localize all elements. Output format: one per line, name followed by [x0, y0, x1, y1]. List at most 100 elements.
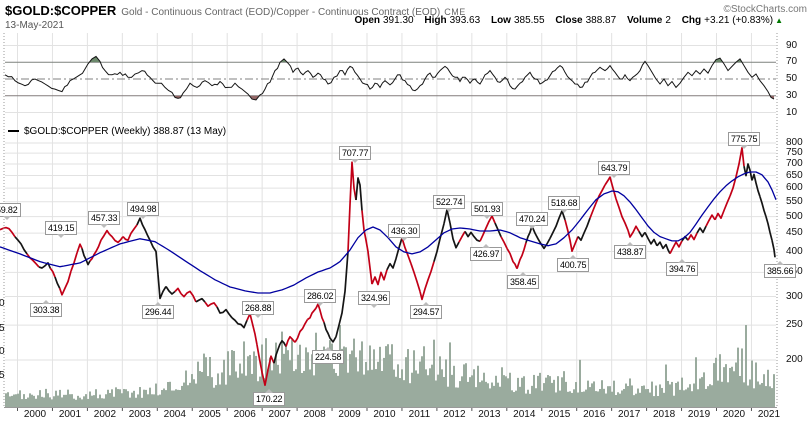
- volume-bar: [449, 342, 451, 407]
- price-annotation: 296.44: [142, 302, 175, 319]
- volume-bar: [563, 371, 565, 407]
- volume-bar: [67, 389, 69, 407]
- volume-bar: [265, 338, 267, 407]
- price-line-segment: [589, 184, 606, 219]
- ohlc-quote: Open 391.30 High 393.63 Low 385.55 Close 388…: [346, 15, 783, 26]
- volume-bar: [65, 394, 67, 407]
- volume-bar: [233, 350, 235, 407]
- volume-bar: [7, 392, 9, 407]
- rsi-oversold-fill: [5, 95, 774, 100]
- volume-bar: [357, 371, 359, 407]
- volume-bar: [599, 389, 601, 407]
- volume-bar: [241, 373, 243, 407]
- volume-bar: [601, 380, 603, 407]
- price-annotation: 643.79: [598, 161, 631, 178]
- volume-bar: [773, 374, 775, 407]
- price-annotation: 457.33: [88, 211, 121, 228]
- price-annotation: 470.24: [516, 212, 549, 229]
- volume-bar: [175, 389, 177, 407]
- price-line-segment: [54, 276, 61, 289]
- volume-bar: [729, 367, 731, 407]
- volume-bar: [331, 343, 333, 407]
- volume-bar: [611, 391, 613, 407]
- price-line-segment: [743, 163, 753, 181]
- volume-bar: [185, 370, 187, 407]
- volume-bar: [661, 387, 663, 407]
- price-annotation: 358.45: [507, 272, 540, 289]
- price-line-segment: [335, 251, 349, 338]
- price-axis-label: 200: [786, 354, 803, 366]
- volume-bar: [565, 381, 567, 407]
- volume-bar: [527, 389, 529, 407]
- price-line-segment: [294, 319, 309, 343]
- volume-bar: [207, 376, 209, 407]
- x-axis-year-label: 2007: [268, 409, 291, 420]
- volume-bar: [259, 376, 261, 407]
- volume-bar: [69, 394, 71, 407]
- volume-bar: [297, 354, 299, 407]
- price-annotation: 438.87: [614, 242, 647, 259]
- price-line-segment: [458, 230, 466, 243]
- volume-bar: [177, 389, 179, 407]
- price-annotation: 224.58: [312, 347, 345, 364]
- volume-bar: [223, 359, 225, 407]
- quote-row: 13-May-2021 Open 391.30 High 393.63 Low 385…: [5, 15, 807, 31]
- volume-bar: [501, 367, 503, 407]
- volume-bar: [517, 377, 519, 407]
- price-annotation: 775.75: [728, 132, 761, 149]
- volume-bar: [335, 373, 337, 407]
- price-annotation: 294.57: [410, 302, 443, 319]
- volume-bar: [209, 356, 211, 407]
- price-annotation: 303.38: [30, 300, 63, 317]
- volume-bar: [695, 357, 697, 407]
- price-line-segment: [549, 210, 566, 239]
- volume-bar: [153, 394, 155, 407]
- price-line-segment: [540, 237, 551, 250]
- price-axis-label: 450: [786, 227, 803, 239]
- volume-bar: [293, 371, 295, 407]
- high-label: High: [424, 15, 447, 26]
- volume-bar: [539, 372, 541, 407]
- price-line-segment: [433, 223, 445, 262]
- volume-bar: [407, 349, 409, 407]
- volume-bar: [301, 372, 303, 407]
- x-axis-year-label: 2011: [408, 409, 431, 420]
- chg-label: Chg: [681, 15, 702, 26]
- volume-bar: [735, 362, 737, 407]
- price-line-segment: [323, 322, 337, 343]
- volume-bar: [73, 398, 75, 407]
- volume-bar: [275, 342, 277, 407]
- volume-bar: [667, 380, 669, 407]
- volume-bar: [303, 370, 305, 407]
- x-axis-year-label: 2004: [163, 409, 186, 420]
- price-line-segment: [669, 240, 683, 254]
- volume-bar: [127, 391, 129, 407]
- x-axis-year-label: 2003: [128, 409, 151, 420]
- volume-bar: [315, 332, 317, 407]
- volume-bar: [427, 375, 429, 407]
- volume-bar: [433, 339, 435, 407]
- volume-bar: [675, 383, 677, 407]
- price-axis-label: 700: [786, 157, 803, 169]
- volume-bar: [353, 338, 355, 407]
- volume-bar: [235, 371, 237, 407]
- volume-bar: [123, 388, 125, 407]
- volume-bar: [119, 389, 121, 407]
- volume-bar: [323, 346, 325, 407]
- volume-bar: [621, 390, 623, 407]
- price-axis-label: 400: [786, 245, 803, 257]
- x-axis-year-label: 2001: [58, 409, 82, 420]
- volume-bar: [179, 390, 181, 407]
- volume-bar: [125, 389, 127, 407]
- volume-bar: [377, 361, 379, 407]
- quote-date: 13-May-2021: [5, 20, 64, 31]
- volume-bar: [571, 392, 573, 407]
- volume-bar: [751, 360, 753, 407]
- volume-bar: [615, 394, 617, 407]
- volume-bar: [191, 374, 193, 407]
- volume-bar: [519, 386, 521, 407]
- x-axis-year-label: 2008: [303, 409, 326, 420]
- volume-bar: [525, 393, 527, 407]
- volume-bar: [227, 351, 229, 407]
